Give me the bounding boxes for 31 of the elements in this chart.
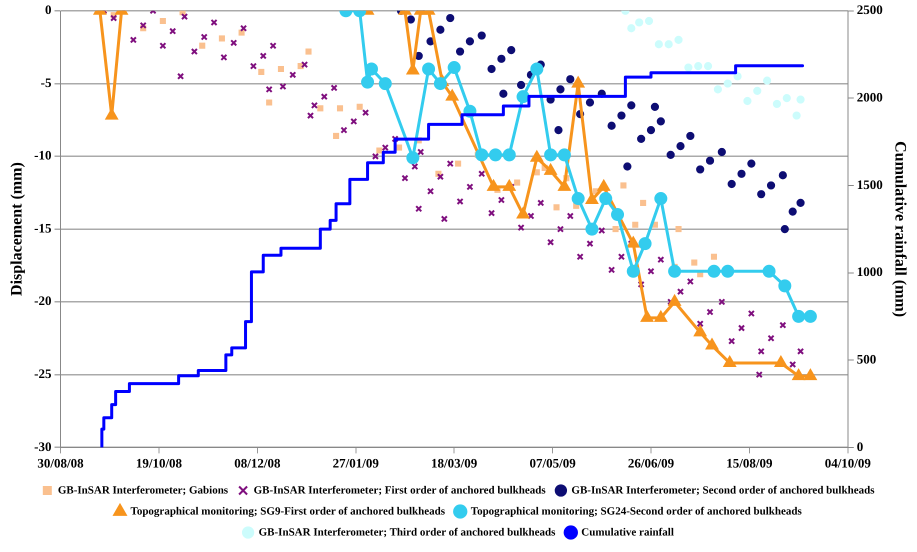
legend-label: GB-InSAR Interferometer; Third order of anchored bulkheads <box>258 526 556 538</box>
x-tick-label: 26/06/09 <box>628 456 675 471</box>
x-tick-label: 19/10/08 <box>136 456 183 471</box>
y2-tick-label: 500 <box>856 351 876 366</box>
y2-axis-title: Cumulative rainfall (mm) <box>891 141 908 318</box>
y-tick-label: -5 <box>40 74 52 90</box>
y-tick-label: -10 <box>34 148 52 163</box>
y-tick-label: -25 <box>34 366 52 381</box>
y2-tick-label: 2000 <box>856 89 883 104</box>
y-tick-label: -20 <box>34 293 52 308</box>
y2-tick-label: 1000 <box>856 264 883 280</box>
x-tick-label: 27/01/09 <box>332 456 380 471</box>
legend-label: GB-InSAR Interferometer; Second order of anchored bulkheads <box>571 484 876 496</box>
y2-tick-label: 1500 <box>856 176 883 192</box>
x-tick-label: 04/10/09 <box>824 456 872 471</box>
legend-label: Topographical monitoring; SG24-Second order of anchored bulkheads <box>470 505 803 518</box>
legend-label: Cumulative rainfall <box>581 526 674 538</box>
y-tick-label: -15 <box>34 220 52 236</box>
x-tick-label: 30/08/08 <box>37 456 84 471</box>
x-tick-label: 07/05/09 <box>529 456 576 471</box>
y2-tick-label: 0 <box>856 438 864 454</box>
legend-label: GB-InSAR Interferometer; First order of anchored bulkheads <box>254 484 546 496</box>
legend-label: GB-InSAR Interferometer; Gabions <box>58 484 229 496</box>
x-tick-label: 15/08/09 <box>726 456 773 471</box>
y-tick-label: 0 <box>45 2 52 18</box>
y-axis-title: Displacement (mm) <box>8 162 26 296</box>
x-tick-label: 18/03/09 <box>431 456 478 471</box>
x-tick-label: 08/12/08 <box>234 456 281 471</box>
y-tick-label: -30 <box>34 438 52 454</box>
y2-tick-label: 2500 <box>856 2 883 18</box>
legend-label: Topographical monitoring; SG9-First order of anchored bulkheads <box>130 505 446 518</box>
